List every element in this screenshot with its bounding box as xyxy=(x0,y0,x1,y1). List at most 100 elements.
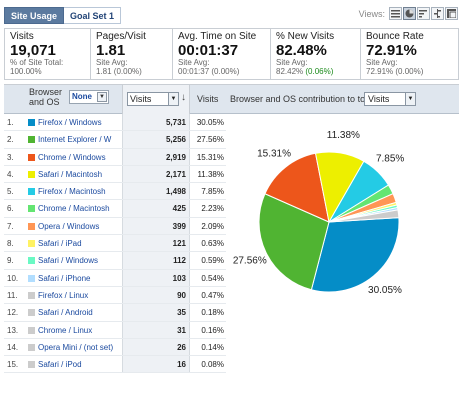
table-row: 8. Safari / iPad 121 0.63% xyxy=(4,235,226,253)
series-color-swatch xyxy=(28,309,35,317)
table-body: 1. Firefox / Windows 5,731 30.05% 2. Internet… xyxy=(4,114,226,374)
metric-label: Pages/Visit xyxy=(96,31,146,42)
metric-value: 1.81 xyxy=(96,42,126,59)
pie-slice-label: 27.56% xyxy=(233,255,267,266)
pie-chart-panel: 30.05% 27.56% 15.31% 11.38% 7.85% xyxy=(226,114,459,399)
tab-goal-set-1[interactable]: Goal Set 1 xyxy=(64,7,122,24)
row-percent: 0.63% xyxy=(201,239,224,249)
comparison-icon[interactable] xyxy=(431,7,444,20)
row-percent: 30.05% xyxy=(196,118,224,127)
row-visits: 399 xyxy=(122,217,190,235)
sort-metric-column: Visits ▼ ↓ xyxy=(122,85,190,114)
pie-slice[interactable] xyxy=(264,152,330,223)
metric-pages-per-visit: Pages/Visit 1.81 Site Avg: 1.81 (0.00%) xyxy=(91,29,173,79)
sort-metric-select[interactable]: Visits ▼ xyxy=(127,92,179,106)
row-visits: 35 xyxy=(122,304,190,321)
row-index: 5. xyxy=(7,187,14,197)
row-dimension-link[interactable]: Firefox / Windows xyxy=(38,118,102,127)
row-visits: 5,731 xyxy=(122,114,190,131)
series-color-swatch xyxy=(28,205,35,213)
series-color-swatch xyxy=(28,240,35,248)
row-percent: 0.59% xyxy=(201,256,224,266)
row-percent: 0.16% xyxy=(201,325,224,335)
view-switcher: Views: xyxy=(359,7,458,20)
row-visits: 2,171 xyxy=(122,165,190,183)
row-dimension-link[interactable]: Safari / iPhone xyxy=(38,273,91,283)
metric-label: Bounce Rate xyxy=(366,31,424,42)
table-row: 3. Chrome / Windows 2,919 15.31% xyxy=(4,148,226,166)
row-percent: 0.18% xyxy=(201,308,224,318)
metric-sub-value: 82.42% (0.06%) xyxy=(276,67,357,76)
series-color-swatch xyxy=(28,188,35,196)
sort-metric-value: Visits xyxy=(130,94,152,104)
pivot-icon[interactable] xyxy=(445,7,458,20)
row-index: 11. xyxy=(7,290,18,300)
secondary-dimension-select[interactable]: None ▼ xyxy=(69,90,109,104)
table-row: 9. Safari / Windows 112 0.59% xyxy=(4,252,226,270)
row-percent: 2.09% xyxy=(201,221,224,231)
pie-slice[interactable] xyxy=(310,217,400,293)
row-dimension-link[interactable]: Chrome / Macintosh xyxy=(38,204,110,214)
table-row: 13. Chrome / Linux 31 0.16% xyxy=(4,321,226,339)
row-dimension-link[interactable]: Safari / iPod xyxy=(38,360,82,370)
metric-label: Visits xyxy=(10,31,34,42)
row-visits: 425 xyxy=(122,200,190,217)
row-percent: 0.08% xyxy=(201,360,224,370)
row-dimension-link[interactable]: Safari / Windows xyxy=(38,256,99,266)
table-header: Browser and OS None ▼ Visits ▼ ↓ Visits xyxy=(4,84,226,114)
row-index: 13. xyxy=(7,325,19,335)
pie-slice-label: 30.05% xyxy=(368,285,402,296)
row-percent: 0.54% xyxy=(201,273,224,283)
chevron-down-icon: ▼ xyxy=(97,92,107,102)
visits-header[interactable]: Visits xyxy=(197,94,219,104)
views-label: Views: xyxy=(358,8,385,19)
row-dimension-link[interactable]: Firefox / Macintosh xyxy=(38,187,106,197)
metric-new-visits: % New Visits 82.48% Site Avg: 82.42% (0.… xyxy=(271,29,361,79)
row-percent: 15.31% xyxy=(196,152,224,162)
pie-slice[interactable] xyxy=(328,209,400,223)
metric-visits: Visits 19,071 % of Site Total: 100.00% xyxy=(5,29,91,79)
table-row: 10. Safari / iPhone 103 0.54% xyxy=(4,269,226,287)
metrics-summary: Visits 19,071 % of Site Total: 100.00% P… xyxy=(4,28,459,80)
row-dimension-link[interactable]: Safari / Macintosh xyxy=(38,169,103,179)
row-dimension-link[interactable]: Firefox / Linux xyxy=(38,290,89,300)
row-visits: 90 xyxy=(122,286,190,304)
row-visits: 31 xyxy=(122,321,190,338)
row-dimension-link[interactable]: Opera Mini / (not set) xyxy=(38,342,114,352)
table-row: 2. Internet Explorer / W 5,256 27.56% xyxy=(4,131,226,149)
pie-slice-label: 11.38% xyxy=(327,130,360,141)
grid-icon[interactable] xyxy=(389,7,402,20)
metric-sub-value: 72.91% (0.00%) xyxy=(366,67,424,76)
row-percent: 2.23% xyxy=(201,204,224,214)
row-dimension-link[interactable]: Opera / Windows xyxy=(38,221,100,231)
chevron-down-icon: ▼ xyxy=(405,93,415,105)
secondary-dimension-value: None xyxy=(72,92,92,101)
dimension-header[interactable]: Browser and OS xyxy=(29,87,62,107)
performance-icon[interactable] xyxy=(417,7,430,20)
metric-sub-label: Site Avg: xyxy=(276,58,308,67)
metric-sub-base: 82.42% xyxy=(276,67,304,76)
row-visits: 2,919 xyxy=(122,148,190,165)
row-dimension-link[interactable]: Chrome / Windows xyxy=(38,152,106,162)
series-color-swatch xyxy=(28,153,35,161)
row-visits: 103 xyxy=(122,269,190,286)
pie-slice[interactable] xyxy=(258,193,330,291)
row-dimension-link[interactable]: Safari / iPad xyxy=(38,239,82,249)
metric-sub-value: 1.81 (0.00%) xyxy=(96,67,142,76)
row-dimension-link[interactable]: Internet Explorer / W xyxy=(38,135,112,145)
sort-descending-icon[interactable]: ↓ xyxy=(181,92,186,103)
row-dimension-link[interactable]: Safari / Android xyxy=(38,308,93,318)
row-index: 8. xyxy=(7,239,14,249)
row-percent: 27.56% xyxy=(196,135,224,145)
metric-sub-label: Site Avg: xyxy=(178,58,210,67)
row-index: 3. xyxy=(7,152,14,162)
pie-chart-icon[interactable] xyxy=(403,7,416,20)
dimension-label: Browser xyxy=(29,87,63,97)
contribution-metric-select[interactable]: Visits ▼ xyxy=(364,92,416,106)
row-visits: 5,256 xyxy=(122,131,190,148)
metric-sub-label: % of Site Total: xyxy=(10,58,64,67)
row-index: 4. xyxy=(7,169,14,179)
tab-site-usage[interactable]: Site Usage xyxy=(4,7,65,24)
tab-bar: Site Usage Goal Set 1 xyxy=(4,7,122,24)
row-dimension-link[interactable]: Chrome / Linux xyxy=(38,325,93,335)
